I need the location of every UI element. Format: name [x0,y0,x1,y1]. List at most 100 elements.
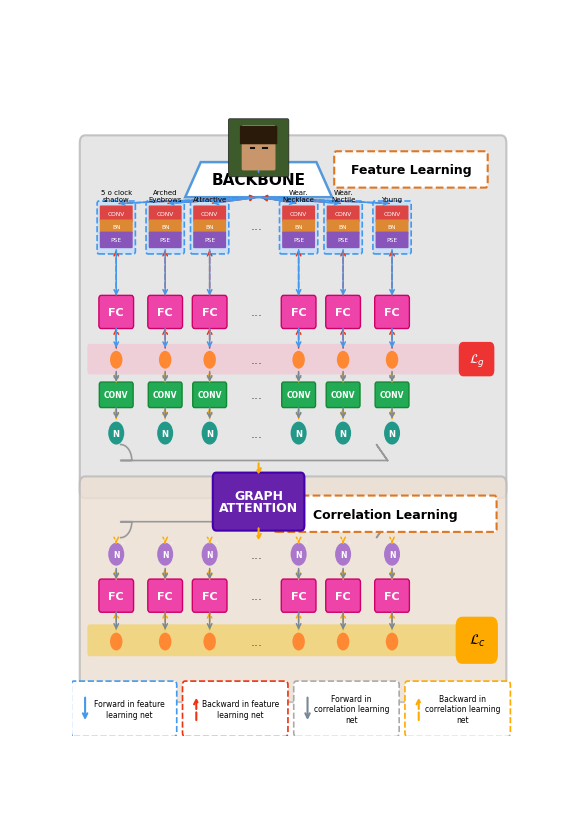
Text: ATTENTION: ATTENTION [219,502,298,515]
Text: Attractive: Attractive [192,196,227,203]
Circle shape [201,543,218,566]
FancyBboxPatch shape [294,681,399,737]
FancyBboxPatch shape [240,127,277,145]
Text: CONV: CONV [153,391,177,399]
Text: PSE: PSE [293,238,304,243]
FancyBboxPatch shape [282,383,316,408]
Text: CONV: CONV [380,391,404,399]
Text: ': ' [171,541,173,547]
Text: BN: BN [112,225,121,230]
Text: ': ' [349,541,351,547]
FancyBboxPatch shape [373,202,411,255]
Text: FC: FC [384,308,400,318]
Text: N: N [389,550,395,559]
Text: FC: FC [108,308,124,318]
FancyBboxPatch shape [146,202,184,255]
Text: Young: Young [382,196,402,203]
FancyBboxPatch shape [71,681,177,737]
Text: N: N [207,550,213,559]
Circle shape [384,422,400,445]
Text: N: N [295,429,302,438]
Circle shape [290,422,307,445]
Text: FC: FC [108,591,124,601]
Text: 5 o clock
shadow: 5 o clock shadow [100,189,132,203]
Text: N: N [206,429,213,438]
Text: FC: FC [291,308,307,318]
Text: N: N [113,429,120,438]
FancyBboxPatch shape [242,126,276,171]
FancyBboxPatch shape [327,232,359,249]
Text: CONV: CONV [157,212,174,217]
Circle shape [384,543,400,566]
FancyBboxPatch shape [375,206,409,222]
Text: Wear.
Nectile: Wear. Nectile [331,189,355,203]
Text: FC: FC [202,308,218,318]
FancyBboxPatch shape [193,206,226,222]
Circle shape [110,351,122,369]
FancyBboxPatch shape [456,617,498,664]
Circle shape [337,351,350,369]
FancyBboxPatch shape [149,232,181,249]
FancyBboxPatch shape [192,296,227,329]
Text: CONV: CONV [383,212,401,217]
Text: ...: ... [250,548,262,561]
Text: N: N [296,550,302,559]
FancyBboxPatch shape [80,477,506,702]
FancyBboxPatch shape [213,473,304,531]
FancyBboxPatch shape [326,296,360,329]
FancyBboxPatch shape [324,202,362,255]
FancyBboxPatch shape [183,681,288,737]
FancyBboxPatch shape [327,206,359,222]
Text: Backward in feature
learning net: Backward in feature learning net [201,700,279,719]
FancyBboxPatch shape [334,152,488,189]
Text: BN: BN [388,225,396,230]
Text: ...: ... [250,354,262,367]
Text: FC: FC [157,308,173,318]
FancyBboxPatch shape [99,580,134,613]
Text: Forward in feature
learning net: Forward in feature learning net [94,700,164,719]
Text: FC: FC [335,308,351,318]
FancyBboxPatch shape [282,232,315,249]
FancyBboxPatch shape [375,383,409,408]
Circle shape [290,543,307,566]
Text: $\mathcal{L}_g$: $\mathcal{L}_g$ [468,351,484,368]
FancyBboxPatch shape [100,206,133,222]
Text: PSE: PSE [386,238,398,243]
Text: BACKBONE: BACKBONE [212,173,305,188]
Text: BN: BN [294,225,303,230]
Text: BN: BN [339,225,347,230]
FancyBboxPatch shape [191,202,229,255]
FancyBboxPatch shape [99,296,134,329]
FancyBboxPatch shape [149,220,181,235]
FancyBboxPatch shape [193,232,226,249]
FancyBboxPatch shape [149,206,181,222]
Text: BN: BN [205,225,214,230]
Text: Forward in
correlation learning
net: Forward in correlation learning net [314,694,389,724]
Text: ...: ... [250,306,262,319]
Text: PSE: PSE [204,238,215,243]
FancyBboxPatch shape [280,202,318,255]
FancyBboxPatch shape [87,344,486,375]
Text: Feature Learning: Feature Learning [351,164,471,177]
FancyBboxPatch shape [100,220,133,235]
Text: ...: ... [250,635,262,648]
Circle shape [292,351,305,369]
FancyBboxPatch shape [326,383,360,408]
Text: ...: ... [250,427,262,440]
FancyBboxPatch shape [100,232,133,249]
FancyBboxPatch shape [148,383,182,408]
Text: CONV: CONV [335,212,352,217]
Text: ': ' [398,541,400,547]
FancyBboxPatch shape [281,580,316,613]
Text: ': ' [215,541,217,547]
Circle shape [203,351,216,369]
FancyBboxPatch shape [282,220,315,235]
FancyBboxPatch shape [281,296,316,329]
Text: ...: ... [250,590,262,602]
FancyBboxPatch shape [282,206,315,222]
Text: ...: ... [250,389,262,402]
Text: Arched
Eyebrows: Arched Eyebrows [149,189,182,203]
FancyBboxPatch shape [375,220,409,235]
FancyBboxPatch shape [99,383,133,408]
Text: CONV: CONV [107,212,125,217]
